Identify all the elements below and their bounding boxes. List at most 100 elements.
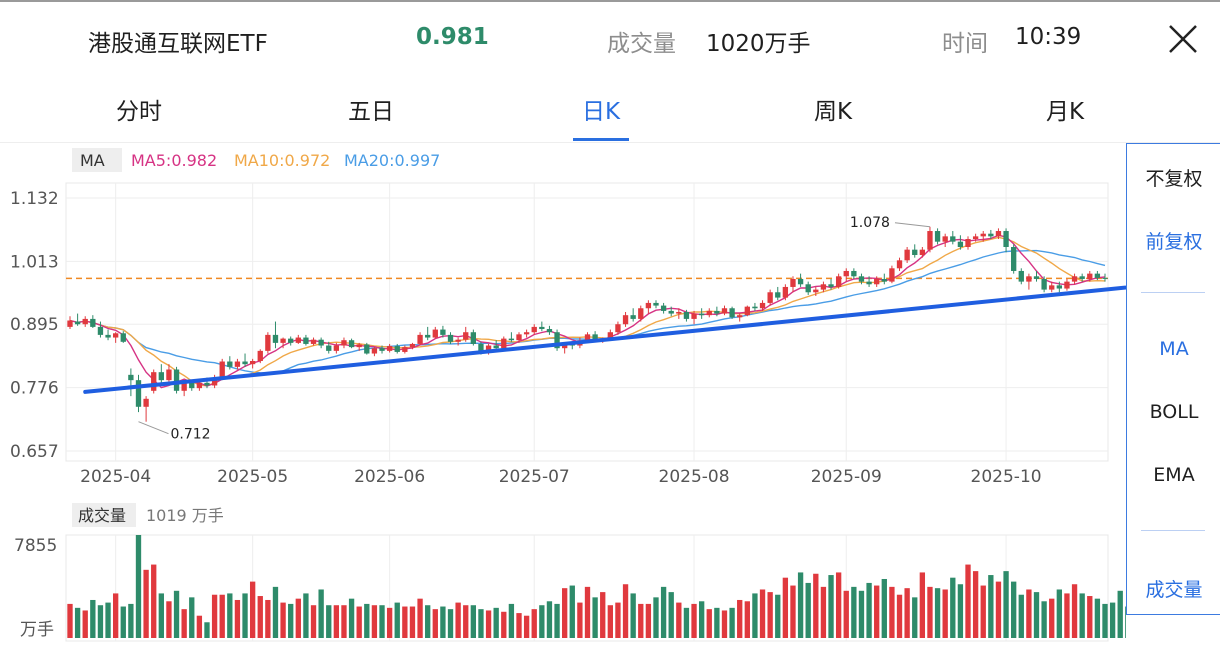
volume-bar <box>729 607 735 638</box>
option-ma[interactable]: MA <box>1159 338 1189 360</box>
close-button[interactable] <box>1160 20 1204 60</box>
candle-body <box>615 324 621 333</box>
candle-body <box>645 302 652 309</box>
candle <box>1064 278 1070 291</box>
candle-body <box>706 310 712 316</box>
volume-bar <box>737 599 743 638</box>
volume-bar <box>1011 581 1017 638</box>
moving-average-lines <box>69 234 1106 389</box>
candle-body <box>691 313 697 319</box>
candle-body <box>318 339 324 346</box>
volume-bar <box>721 610 728 638</box>
volume-bar <box>211 594 218 638</box>
volume-bar <box>280 602 286 638</box>
option-no-adjust[interactable]: 不复权 <box>1145 168 1203 190</box>
candle <box>866 276 872 287</box>
candle <box>394 343 400 354</box>
volume-bar <box>622 584 629 638</box>
candle-body <box>759 302 766 309</box>
volume-bar <box>516 613 522 638</box>
volume-bar <box>386 607 393 638</box>
candle <box>683 309 690 322</box>
tab-weekly-k[interactable]: 周K <box>813 99 853 125</box>
candle-body <box>813 289 819 293</box>
candle-body <box>1087 273 1093 279</box>
candle-body <box>158 372 164 381</box>
volume-bar <box>523 615 530 638</box>
tab-monthly-k[interactable]: 月K <box>1045 99 1085 125</box>
volume-bar <box>394 602 400 638</box>
candle-body <box>120 333 126 342</box>
candle-body <box>1026 276 1032 282</box>
candle-body <box>219 361 225 378</box>
candle-body <box>181 382 187 391</box>
volume-bar <box>988 575 994 638</box>
candle <box>729 306 735 319</box>
candle-body <box>775 292 781 298</box>
tab-minute[interactable]: 分时 <box>116 99 162 125</box>
option-boll[interactable]: BOLL <box>1149 401 1199 423</box>
volume-bar <box>706 609 712 638</box>
volume-bar <box>1049 598 1055 638</box>
candle-body <box>843 270 849 277</box>
option-volume[interactable]: 成交量 <box>1145 579 1203 601</box>
volume-bar <box>919 572 926 638</box>
legend-ma20: MA20:0.997 <box>344 151 440 170</box>
candle <box>1041 276 1047 293</box>
candle-body <box>249 360 256 365</box>
volume-bar <box>1125 606 1126 638</box>
candle <box>257 349 263 364</box>
candle <box>463 326 469 342</box>
side-divider <box>1141 530 1205 531</box>
volume-bar <box>927 586 933 638</box>
candle <box>295 334 301 344</box>
candle-body <box>1033 276 1040 279</box>
volume-bar <box>942 589 948 638</box>
volume-bar <box>1003 571 1009 638</box>
option-ema[interactable]: EMA <box>1153 464 1195 486</box>
volume-current: 1019 万手 <box>146 506 224 525</box>
candle <box>470 329 477 346</box>
candle <box>1079 273 1085 282</box>
volume-bar <box>485 610 492 638</box>
candle <box>67 316 73 330</box>
candle-body <box>242 361 248 365</box>
candle-body <box>1094 273 1101 278</box>
option-forward-adjust[interactable]: 前复权 <box>1145 231 1203 253</box>
candle <box>280 337 286 349</box>
volume-bar <box>508 603 515 638</box>
candle-body <box>196 382 203 389</box>
candle <box>995 228 1002 240</box>
candle-body <box>508 338 515 341</box>
y-tick-label: 0.657 <box>10 442 59 462</box>
candle <box>234 358 241 370</box>
candle <box>440 325 446 338</box>
tab-daily-k[interactable]: 日K <box>581 99 621 125</box>
price-y-axis: 1.132 1.013 0.895 0.776 0.657 <box>10 189 59 462</box>
kline-chart[interactable]: MA MA5:0.982 MA10:0.972 MA20:0.997 1.132… <box>0 143 1126 648</box>
volume-bar <box>303 593 309 638</box>
candle-body <box>957 241 964 248</box>
volume-bar <box>204 622 210 638</box>
candle-body <box>1071 276 1078 282</box>
volume-bar <box>934 588 941 638</box>
tab-five-day[interactable]: 五日 <box>348 99 394 125</box>
volume-bar <box>166 601 172 638</box>
volume-bar <box>272 586 279 638</box>
candle <box>744 305 750 317</box>
candle <box>797 273 804 287</box>
candle-body <box>272 334 279 343</box>
candle <box>371 347 378 357</box>
candle <box>318 337 324 349</box>
candle <box>432 326 438 339</box>
volume-bar <box>790 585 796 638</box>
candle-body <box>622 315 629 325</box>
candle <box>242 353 248 367</box>
candle-body <box>440 329 446 335</box>
candle <box>105 329 111 341</box>
candle-body <box>584 334 591 341</box>
volume-bar <box>455 602 461 638</box>
candle-body <box>341 340 347 346</box>
candle-body <box>1102 277 1108 279</box>
candle <box>364 342 370 355</box>
